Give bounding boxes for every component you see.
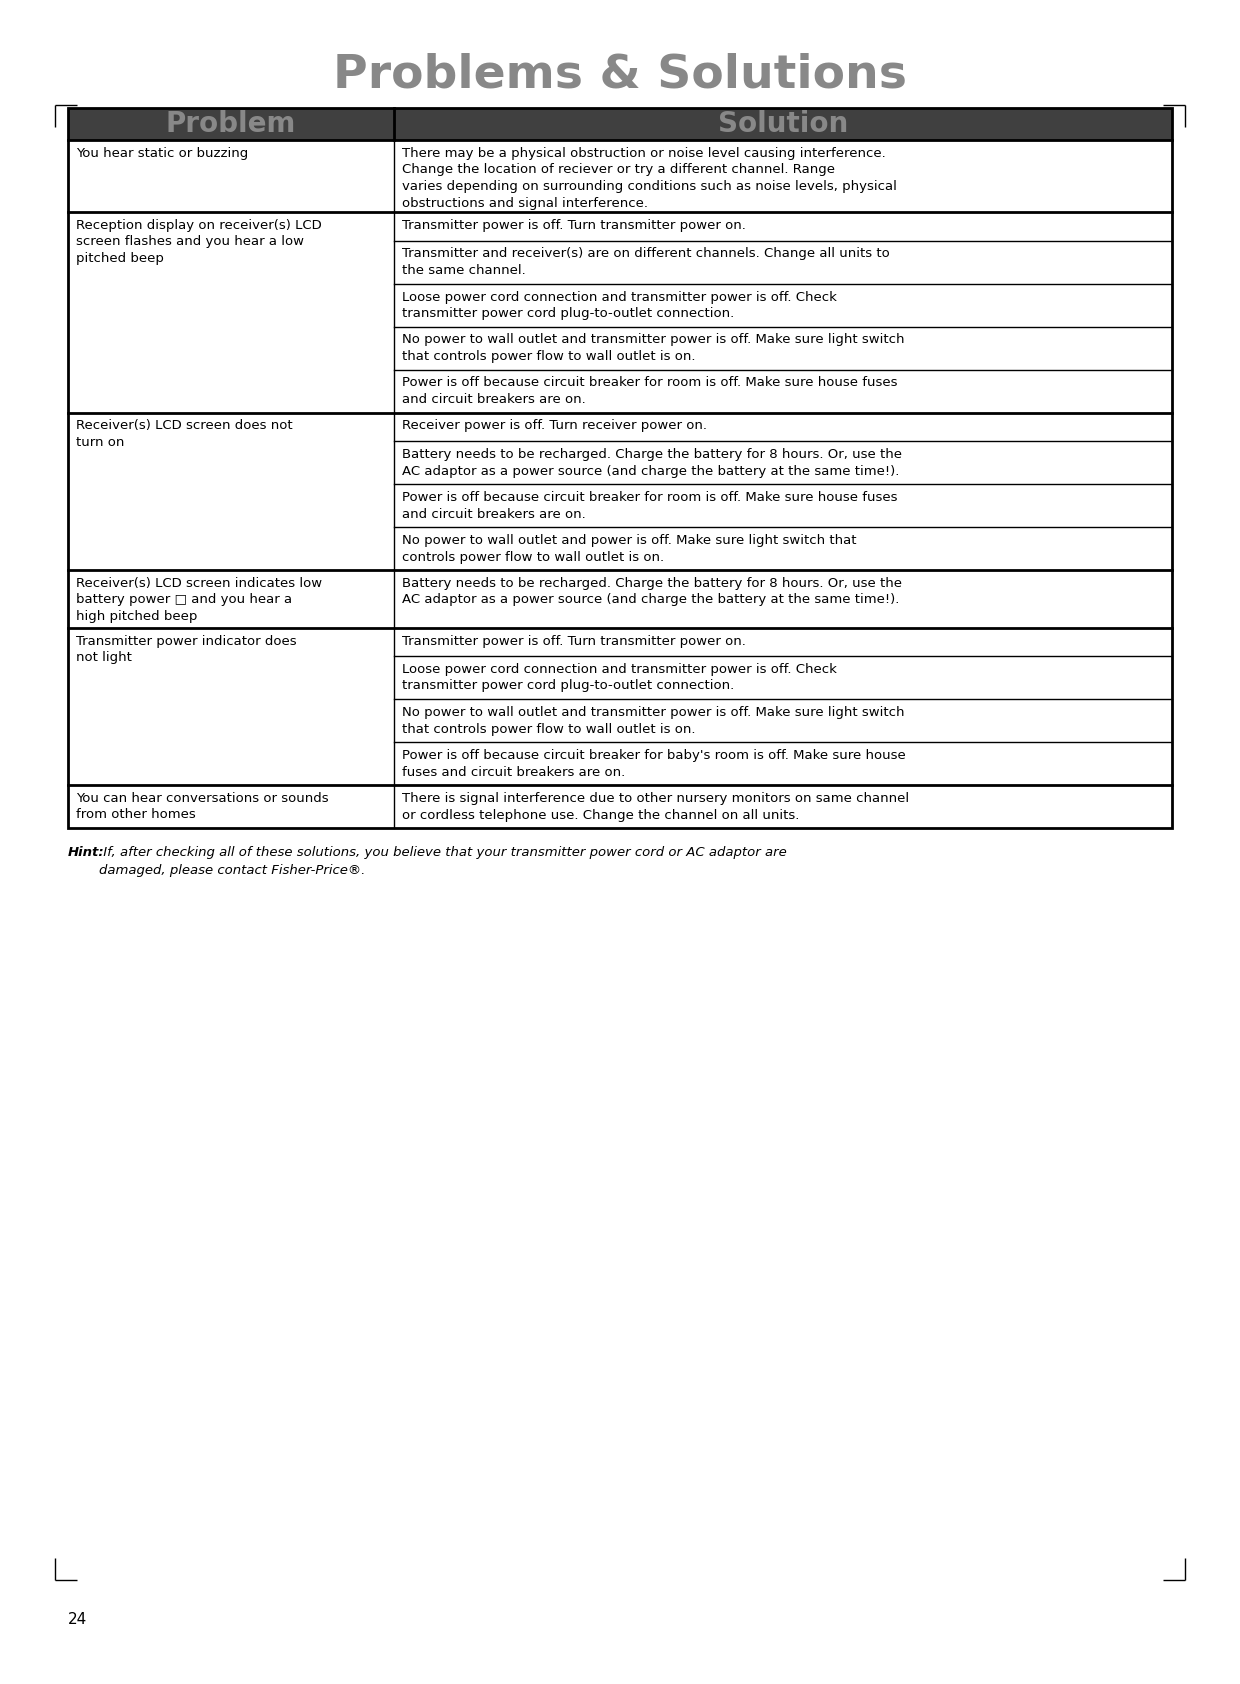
Text: There is signal interference due to other nursery monitors on same channel
or co: There is signal interference due to othe… [402, 791, 909, 822]
Text: Receiver(s) LCD screen does not
turn on: Receiver(s) LCD screen does not turn on [76, 419, 293, 450]
Text: Reception display on receiver(s) LCD
screen flashes and you hear a low
pitched b: Reception display on receiver(s) LCD scr… [76, 219, 321, 264]
Text: There may be a physical obstruction or noise level causing interference.
Change : There may be a physical obstruction or n… [402, 147, 897, 209]
Text: Transmitter power is off. Turn transmitter power on.: Transmitter power is off. Turn transmitt… [402, 635, 745, 648]
Text: Receiver(s) LCD screen indicates low
battery power □ and you hear a
high pitched: Receiver(s) LCD screen indicates low bat… [76, 578, 322, 623]
Text: Loose power cord connection and transmitter power is off. Check
transmitter powe: Loose power cord connection and transmit… [402, 663, 837, 692]
Text: You hear static or buzzing: You hear static or buzzing [76, 147, 248, 160]
Text: Problems & Solutions: Problems & Solutions [334, 52, 906, 98]
Bar [68, 108, 1172, 140]
Text: If, after checking all of these solutions, you believe that your transmitter pow: If, after checking all of these solution… [99, 845, 786, 877]
Bar [68, 108, 1172, 829]
Text: Battery needs to be recharged. Charge the battery for 8 hours. Or, use the
AC ad: Battery needs to be recharged. Charge th… [402, 448, 901, 478]
Text: You can hear conversations or sounds
from other homes: You can hear conversations or sounds fro… [76, 791, 329, 822]
Text: Power is off because circuit breaker for room is off. Make sure house fuses
and : Power is off because circuit breaker for… [402, 492, 898, 520]
Text: 24: 24 [68, 1613, 87, 1627]
Text: No power to wall outlet and transmitter power is off. Make sure light switch
tha: No power to wall outlet and transmitter … [402, 333, 904, 364]
Text: No power to wall outlet and power is off. Make sure light switch that
controls p: No power to wall outlet and power is off… [402, 534, 856, 564]
Text: Solution: Solution [718, 109, 848, 138]
Text: Battery needs to be recharged. Charge the battery for 8 hours. Or, use the
AC ad: Battery needs to be recharged. Charge th… [402, 578, 901, 606]
Text: Transmitter power is off. Turn transmitter power on.: Transmitter power is off. Turn transmitt… [402, 219, 745, 232]
Text: Power is off because circuit breaker for room is off. Make sure house fuses
and : Power is off because circuit breaker for… [402, 377, 898, 406]
Text: No power to wall outlet and transmitter power is off. Make sure light switch
tha: No power to wall outlet and transmitter … [402, 706, 904, 736]
Text: Receiver power is off. Turn receiver power on.: Receiver power is off. Turn receiver pow… [402, 419, 707, 433]
Text: Hint:: Hint: [68, 845, 104, 859]
Text: Transmitter and receiver(s) are on different channels. Change all units to
the s: Transmitter and receiver(s) are on diffe… [402, 248, 889, 276]
Text: Loose power cord connection and transmitter power is off. Check
transmitter powe: Loose power cord connection and transmit… [402, 291, 837, 320]
Text: Problem: Problem [166, 109, 296, 138]
Text: Power is off because circuit breaker for baby's room is off. Make sure house
fus: Power is off because circuit breaker for… [402, 749, 905, 778]
Text: Transmitter power indicator does
not light: Transmitter power indicator does not lig… [76, 635, 296, 663]
